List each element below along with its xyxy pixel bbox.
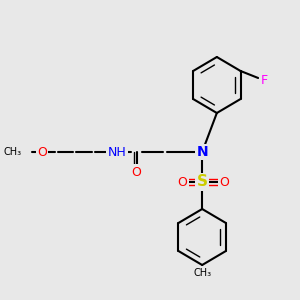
- Text: O: O: [132, 166, 142, 178]
- Text: O: O: [219, 176, 229, 188]
- Text: O: O: [37, 146, 47, 158]
- Text: S: S: [197, 175, 208, 190]
- Text: F: F: [260, 74, 268, 86]
- Text: N: N: [196, 145, 208, 159]
- Text: CH₃: CH₃: [193, 268, 211, 278]
- Text: NH: NH: [108, 146, 126, 158]
- Text: CH₃: CH₃: [3, 147, 21, 157]
- Text: O: O: [178, 176, 188, 188]
